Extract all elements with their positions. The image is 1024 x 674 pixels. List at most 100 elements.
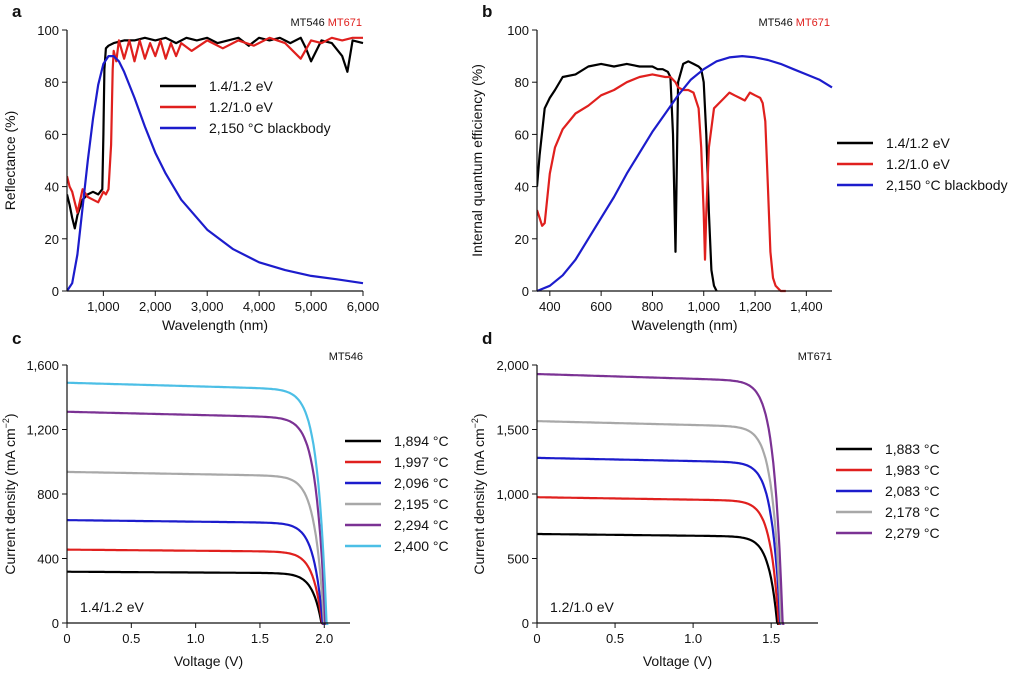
y-tick-label: 400 — [37, 552, 59, 567]
x-tick-label: 1.5 — [251, 631, 269, 646]
x-tick-label: 5,000 — [295, 299, 328, 314]
y-axis-label-text: ) — [471, 413, 487, 418]
y-tick-label: 20 — [515, 232, 529, 247]
y-tick-label: 1,200 — [26, 423, 59, 438]
y-tick-label: 40 — [45, 180, 59, 195]
sample-tag: MT546 — [329, 351, 363, 363]
legend-label: 2,279 °C — [885, 525, 940, 541]
y-tick-label: 1,000 — [496, 487, 529, 502]
x-tick-label: 2,000 — [139, 299, 172, 314]
sample-tag-part: MT671 — [798, 351, 832, 363]
legend-label: 1,983 °C — [885, 462, 940, 478]
y-axis-label-text: ) — [2, 413, 18, 418]
x-tick-label: 1,000 — [687, 299, 720, 314]
x-tick-label: 1,000 — [87, 299, 120, 314]
y-tick-label: 100 — [507, 23, 529, 38]
legend: 1,883 °C 1,983 °C 2,083 °C 2,178 °C 2,279 °C — [836, 441, 940, 541]
x-tick-label: 6,000 — [347, 299, 380, 314]
y-tick-label: 0 — [52, 616, 59, 631]
x-tick-label: 0 — [63, 631, 70, 646]
series-line — [537, 55, 833, 293]
y-tick-label: 100 — [37, 23, 59, 38]
x-tick-label: 1.0 — [187, 631, 205, 646]
x-tick-label: 4,000 — [243, 299, 276, 314]
series-line — [537, 496, 782, 625]
sample-tag: MT546 MT671 — [290, 17, 362, 29]
x-tick-label: 0 — [533, 631, 540, 646]
series-line — [537, 456, 783, 625]
legend-label: 1.2/1.0 eV — [886, 156, 950, 172]
x-axis-label: Wavelength (nm) — [162, 317, 268, 333]
legend: 1.4/1.2 eV 1.2/1.0 eV 2,150 °C blackbody — [160, 78, 331, 136]
x-tick-label: 800 — [642, 299, 664, 314]
y-tick-label: 0 — [522, 616, 529, 631]
series-line — [67, 36, 363, 214]
series-line — [537, 372, 785, 625]
x-tick-label: 1.0 — [684, 631, 702, 646]
panel-letter: d — [482, 329, 492, 348]
x-axis-label: Wavelength (nm) — [631, 317, 737, 333]
panel-letter: a — [12, 2, 22, 21]
chart-panel-b: b MT546 MT671 400 600 800 1,000 1,200 1,400 0 20 4… — [469, 2, 1008, 333]
chart-panel-d: d MT671 0 0.5 1.0 1.5 0 500 1,000 1,500 2,000 Volta… — [470, 329, 940, 669]
series-line — [67, 570, 324, 625]
x-tick-label: 1,400 — [790, 299, 823, 314]
sample-tag-part: MT546 — [290, 17, 324, 29]
series-line — [67, 410, 328, 625]
sample-tag: MT671 — [798, 351, 832, 363]
series-line — [537, 420, 784, 625]
x-tick-label: 1,200 — [739, 299, 772, 314]
y-tick-label: 60 — [45, 127, 59, 142]
y-tick-label: 0 — [522, 284, 529, 299]
legend-label: 1,894 °C — [394, 433, 449, 449]
series-line — [67, 55, 364, 292]
y-tick-label: 20 — [45, 232, 59, 247]
y-axis-label: Current density (mA cm−2) — [1, 413, 18, 574]
panel-annotation: 1.2/1.0 eV — [550, 599, 614, 615]
y-axis-label: Current density (mA cm−2) — [470, 413, 487, 574]
x-tick-label: 400 — [539, 299, 561, 314]
y-tick-label: 40 — [515, 180, 529, 195]
series-line — [537, 532, 780, 625]
x-axis-label: Voltage (V) — [643, 653, 712, 669]
y-tick-label: 800 — [37, 487, 59, 502]
legend-label: 2,195 °C — [394, 496, 449, 512]
series-line — [67, 548, 325, 625]
legend-label: 2,150 °C blackbody — [886, 177, 1008, 193]
series-line — [67, 36, 364, 230]
legend-label: 1.2/1.0 eV — [209, 99, 273, 115]
series-line — [67, 470, 327, 625]
sample-tag-part: MT546 — [758, 17, 792, 29]
x-tick-label: 3,000 — [191, 299, 224, 314]
y-tick-label: 2,000 — [496, 358, 529, 373]
legend: 1.4/1.2 eV 1.2/1.0 eV 2,150 °C blackbody — [837, 135, 1008, 193]
legend-label: 1.4/1.2 eV — [886, 135, 950, 151]
legend-label: 2,083 °C — [885, 483, 940, 499]
legend-label: 1,997 °C — [394, 454, 449, 470]
sample-tag-part: MT671 — [793, 17, 830, 29]
sample-tag-part: MT546 — [329, 351, 363, 363]
y-axis-label: Internal quantum efficiency (%) — [469, 64, 485, 257]
x-tick-label: 1.5 — [762, 631, 780, 646]
y-axis-label-text: Current density (mA cm — [2, 428, 18, 574]
x-tick-label: 600 — [590, 299, 612, 314]
legend-label: 2,294 °C — [394, 517, 449, 533]
legend-label: 1.4/1.2 eV — [209, 78, 273, 94]
series-line — [67, 381, 329, 625]
series-line — [537, 73, 786, 293]
sample-tag: MT546 MT671 — [758, 17, 830, 29]
y-tick-label: 80 — [515, 75, 529, 90]
y-tick-label: 1,600 — [26, 358, 59, 373]
y-axis-label-superscript: −2 — [1, 418, 11, 428]
panel-annotation: 1.4/1.2 eV — [80, 599, 144, 615]
y-tick-label: 60 — [515, 127, 529, 142]
legend-label: 1,883 °C — [885, 441, 940, 457]
panel-letter: c — [12, 329, 21, 348]
chart-panel-c: c MT546 0 0.5 1.0 1.5 2.0 0 400 800 1,200 1,600 Volt… — [1, 329, 449, 669]
y-axis-label-superscript: −2 — [470, 418, 480, 428]
x-tick-label: 0.5 — [606, 631, 624, 646]
sample-tag-part: MT671 — [325, 17, 362, 29]
series-line — [537, 60, 718, 292]
